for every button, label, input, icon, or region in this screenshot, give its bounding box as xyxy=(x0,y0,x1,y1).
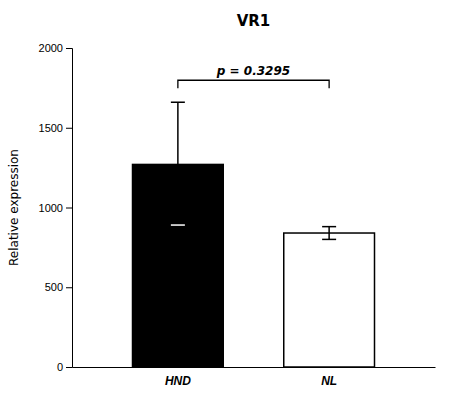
error-bar xyxy=(322,227,336,240)
error-bar-cap-upper xyxy=(171,101,185,103)
y-tick-label: 1000 xyxy=(39,202,63,214)
significance-bracket xyxy=(178,80,329,88)
y-tick-label: 1500 xyxy=(39,122,63,134)
error-bar-cap-lower xyxy=(171,224,185,226)
y-tick-mark xyxy=(66,208,72,209)
error-bar-stem xyxy=(328,227,330,240)
y-tick-mark xyxy=(66,287,72,288)
marks xyxy=(133,102,375,367)
y-tick-label: 500 xyxy=(45,281,63,293)
title: VR1 xyxy=(237,12,271,30)
y-axis: 0 500 1000 1500 2000 xyxy=(39,42,73,373)
x-axis: HND NL xyxy=(73,368,436,388)
y-tick-label: 0 xyxy=(57,361,63,373)
y-tick: 0 xyxy=(57,361,72,373)
x-tick: NL xyxy=(321,374,337,388)
y-tick-mark xyxy=(66,48,72,49)
y-tick-mark xyxy=(66,367,72,368)
chart: 0 500 1000 1500 2000 HND NL p = 0.3295 VR1 Relati… xyxy=(0,0,455,409)
y-tick: 500 xyxy=(45,281,72,293)
y-tick: 1500 xyxy=(39,122,72,134)
x-tick-label: HND xyxy=(165,374,191,388)
error-bar xyxy=(171,102,185,225)
error-bar-cap-upper xyxy=(322,226,336,228)
error-bar-cap-lower xyxy=(322,239,336,241)
y-axis-title: Relative expression xyxy=(7,149,21,266)
y-axis-line xyxy=(66,49,73,368)
y-tick-label: 2000 xyxy=(39,42,63,54)
plot: 0 500 1000 1500 2000 HND NL p = 0.3295 xyxy=(39,42,436,388)
y-tick: 2000 xyxy=(39,42,72,54)
p-value: p = 0.3295 xyxy=(216,64,290,78)
bar xyxy=(284,233,375,367)
y-tick-mark xyxy=(66,128,72,129)
x-tick-label: NL xyxy=(321,374,337,388)
error-bar-stem xyxy=(177,102,179,225)
y-tick: 1000 xyxy=(39,202,72,214)
x-axis-line xyxy=(73,367,436,368)
x-tick: HND xyxy=(165,374,191,388)
